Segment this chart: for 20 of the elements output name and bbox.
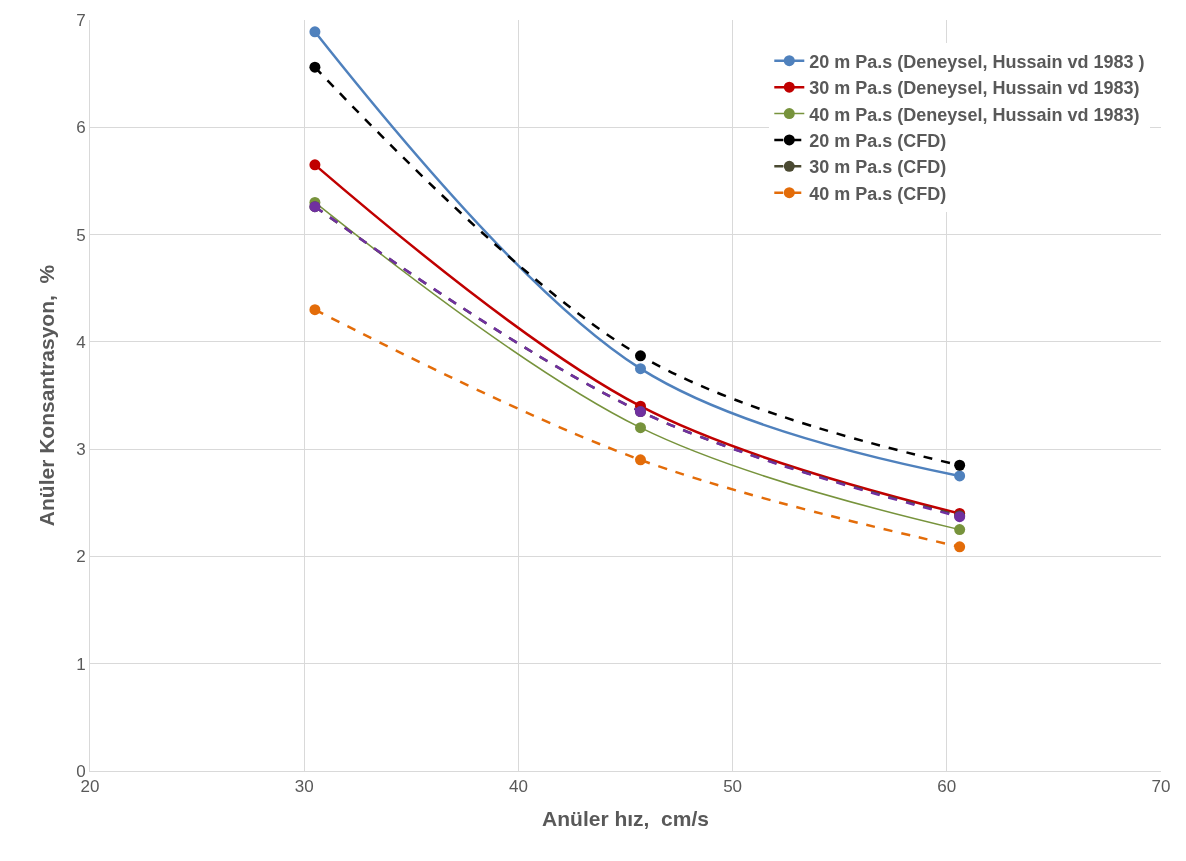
y-tick-label: 2: [76, 547, 86, 567]
y-tick-label: 7: [76, 10, 86, 30]
y-axis-title: Anüler Konsantrasyon, %: [35, 264, 59, 527]
x-tick-label: 50: [723, 777, 743, 797]
x-tick-label: 60: [937, 777, 957, 797]
x-tick-label: 30: [294, 777, 314, 797]
legend-label: 20 m Pa.s (Deneysel, Hussain vd 1983 ): [809, 51, 1145, 72]
legend-label: 20 m Pa.s (CFD): [809, 130, 947, 151]
legend-label: 40 m Pa.s (Deneysel, Hussain vd 1983): [809, 104, 1140, 125]
legend-label: 40 m Pa.s (CFD): [809, 183, 947, 204]
x-tick-label: 40: [508, 777, 528, 797]
x-axis-title: Anüler hız, cm/s: [542, 806, 709, 830]
y-tick-label: 6: [76, 118, 86, 138]
y-tick-label: 1: [76, 654, 86, 674]
legend-label: 30 m Pa.s (CFD): [809, 157, 947, 178]
x-tick-label: 70: [1151, 777, 1171, 797]
y-tick-label: 3: [76, 440, 86, 460]
y-tick-label: 5: [76, 225, 86, 245]
legend-label: 30 m Pa.s (Deneysel, Hussain vd 1983): [809, 78, 1140, 99]
y-tick-label: 4: [76, 332, 86, 352]
